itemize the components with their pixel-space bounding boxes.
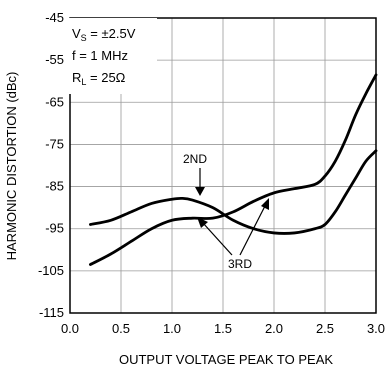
x-tick-label: 0.0: [61, 321, 79, 336]
y-tick-label: -115: [39, 305, 64, 320]
annotation-3rd-arrowhead-right: [261, 198, 269, 210]
plot-frame: [69, 17, 377, 314]
frequency-label: f = 1 MHz: [72, 48, 128, 63]
annotation-3rd: 3RD: [197, 198, 269, 271]
series-lines: [89, 73, 378, 266]
conditions-box: VS = ±2.5V f = 1 MHz RL = 25Ω: [65, 18, 157, 94]
annotation-3rd-arrowhead-left: [197, 217, 208, 228]
x-tick-label: 3.0: [367, 321, 385, 336]
y-axis-ticks: -45 -55 -65 -75 -85 -95 -105 -115: [38, 10, 64, 320]
x-tick-label: 0.5: [112, 321, 130, 336]
rl-label: RL = 25Ω: [72, 70, 126, 87]
annotation-3rd-label: 3RD: [228, 257, 252, 271]
grid-lines: [69, 17, 377, 314]
annotation-2nd-arrowhead: [195, 187, 205, 196]
conditions-background: [65, 18, 157, 94]
y-axis-label: HARMONIC DISTORTION (dBc): [4, 72, 19, 261]
series-line-third: [89, 73, 378, 266]
y-tick-label: -105: [38, 263, 64, 278]
vs-label: VS = ±2.5V: [72, 26, 136, 43]
annotation-2nd-label: 2ND: [183, 152, 207, 166]
x-tick-label: 2.0: [265, 321, 283, 336]
annotation-3rd-arrow-left: [202, 222, 233, 256]
y-tick-label: -55: [45, 52, 64, 67]
x-tick-label: 1.5: [214, 321, 232, 336]
x-axis-ticks: 0.0 0.5 1.0 1.5 2.0 2.5 3.0: [61, 321, 385, 336]
y-tick-label: -65: [45, 94, 64, 109]
x-tick-label: 2.5: [316, 321, 334, 336]
annotation-3rd-arrow-right: [239, 205, 266, 256]
y-tick-label: -45: [45, 10, 64, 25]
y-tick-label: -75: [45, 136, 64, 151]
x-axis-label: OUTPUT VOLTAGE PEAK TO PEAK: [119, 352, 333, 367]
y-tick-label: -85: [45, 179, 64, 194]
x-tick-label: 1.0: [163, 321, 181, 336]
y-tick-label: -95: [45, 221, 64, 236]
annotation-2nd: 2ND: [183, 152, 207, 196]
